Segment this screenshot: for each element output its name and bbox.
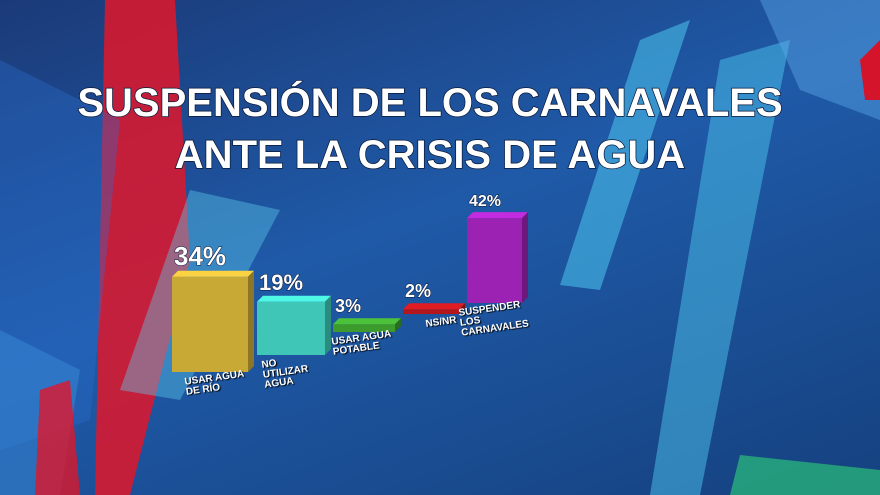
bar [333, 324, 395, 332]
bar-side [522, 212, 528, 303]
bar-side [459, 303, 465, 314]
bar-top [467, 212, 528, 219]
bar-top [172, 270, 254, 277]
chart-title: ANTE LA CRISIS DE AGUA [175, 133, 685, 177]
value-label: 42% [469, 193, 501, 210]
bar-side [248, 270, 254, 372]
bar [467, 218, 522, 303]
value-label: 3% [335, 296, 361, 316]
value-label: 2% [405, 281, 431, 301]
chart-title: SUSPENSIÓN DE LOS CARNAVALES [77, 79, 782, 125]
value-label: 19% [259, 270, 303, 295]
bar [403, 309, 459, 314]
bar [172, 276, 248, 372]
bar-side [325, 295, 331, 355]
bar-top [257, 295, 331, 302]
bar-top [403, 303, 465, 310]
bar-side [395, 318, 401, 332]
bar-top [333, 318, 401, 325]
bar [257, 301, 325, 355]
value-label: 34% [174, 241, 226, 271]
